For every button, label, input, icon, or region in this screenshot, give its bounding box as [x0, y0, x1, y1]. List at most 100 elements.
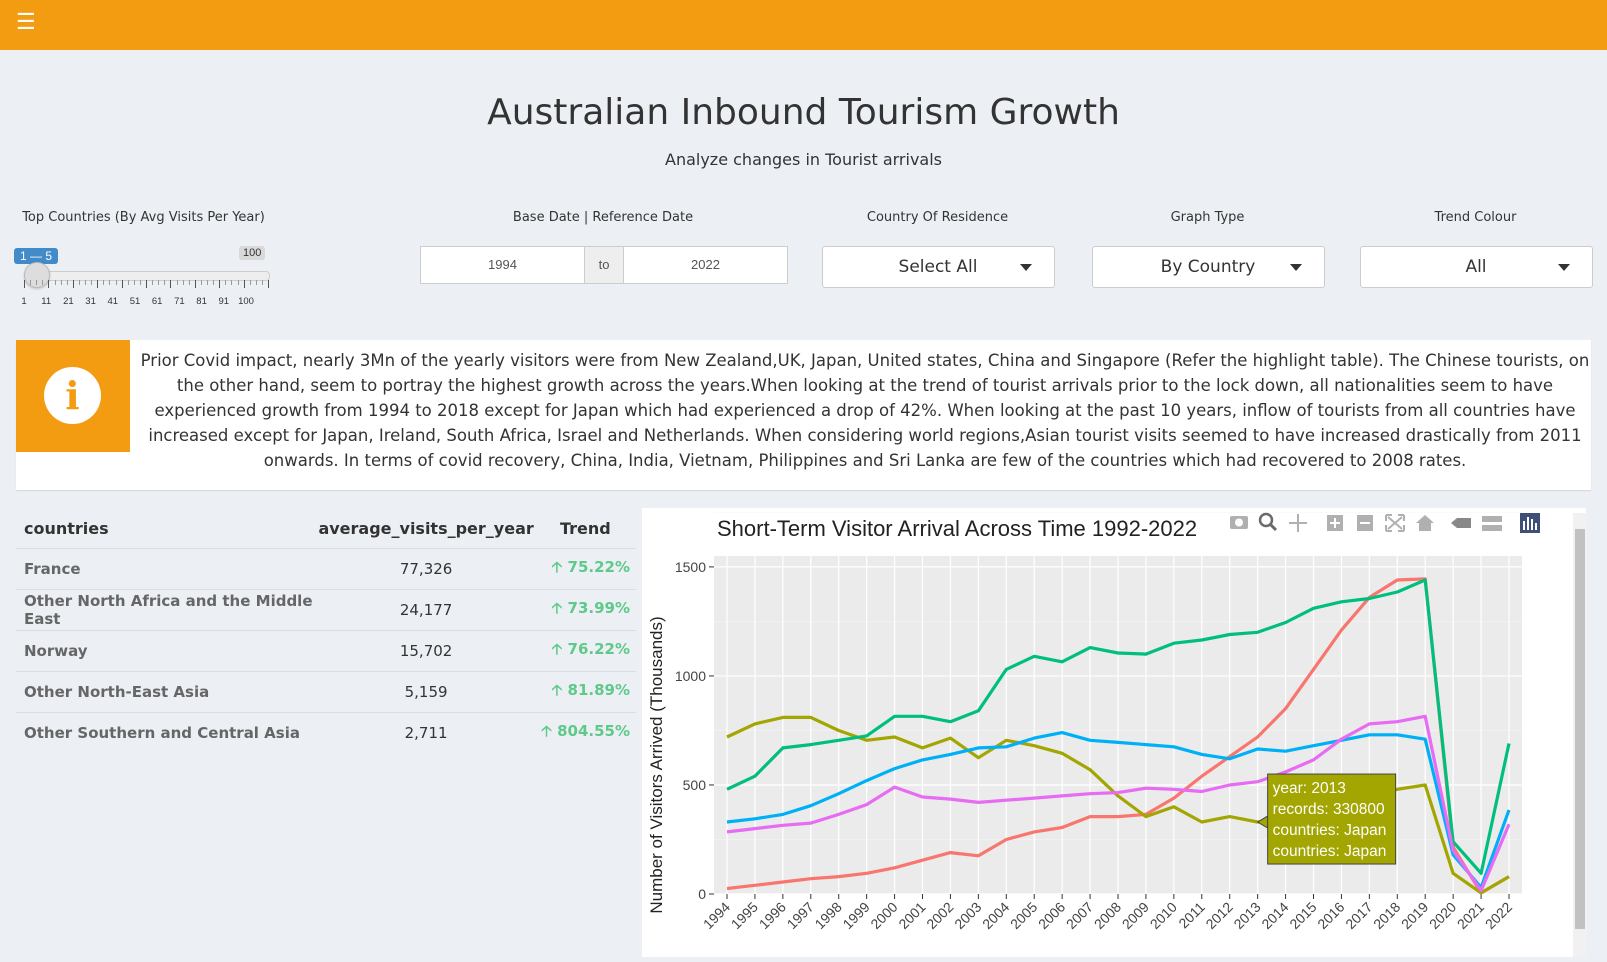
zoom-out-icon[interactable]	[1357, 515, 1373, 531]
x-tick-label: 2003	[951, 899, 984, 932]
page-title: Australian Inbound Tourism Growth	[487, 92, 1120, 133]
graph-type-label: Graph Type	[1170, 210, 1245, 225]
table-row: France 77,326 🡡 75.22%	[16, 548, 636, 590]
y-tick-label: 500	[683, 777, 707, 793]
date-range-separator: to	[584, 247, 624, 283]
slider-tick	[243, 280, 245, 288]
autoscale-icon[interactable]	[1385, 514, 1405, 532]
cell-country: Other Southern and Central Asia	[16, 712, 318, 753]
highlight-table: countries average_visits_per_year Trend …	[16, 508, 636, 753]
start-date-input[interactable]: 1994	[488, 257, 517, 272]
x-tick-label: 1995	[728, 899, 761, 932]
slider-tick	[54, 280, 56, 285]
reset-axes-icon[interactable]	[1416, 515, 1434, 531]
slider-tick	[176, 280, 178, 285]
series-line	[726, 577, 1510, 895]
slider-tick	[146, 280, 147, 288]
slider-ticks	[24, 280, 269, 292]
x-tick-label: 2010	[1147, 899, 1180, 932]
slider-tick	[78, 280, 80, 285]
hamburger-icon[interactable]: ☰	[16, 9, 36, 34]
slider-tick	[231, 280, 233, 285]
cell-country: France	[16, 548, 318, 590]
x-tick-label: 2004	[979, 899, 1012, 932]
info-icon: i	[44, 367, 101, 424]
chevron-down-icon	[1558, 264, 1570, 271]
cell-trend: 🡡 75.22%	[534, 548, 636, 590]
x-tick-label: 2013	[1230, 899, 1263, 932]
slider-tick	[115, 280, 117, 285]
zoom-in-icon[interactable]	[1327, 515, 1343, 531]
x-tick-label: 2002	[923, 899, 956, 932]
zoom-icon[interactable]	[1258, 512, 1278, 532]
slider-tick	[30, 280, 32, 285]
arrow-up-icon: 🡡	[551, 639, 563, 658]
x-tick-label: 1996	[756, 899, 789, 932]
slider-tick	[24, 280, 25, 288]
slider-tick-label: 51	[129, 296, 141, 307]
slider-tick-label: 61	[151, 296, 163, 307]
slider-tick	[249, 280, 251, 285]
arrow-up-icon: 🡡	[541, 721, 552, 740]
spike-icon[interactable]	[1451, 518, 1471, 528]
cell-avg-visits: 2,711	[317, 712, 535, 753]
slider-tick	[72, 280, 74, 288]
cell-country: Norway	[16, 630, 318, 672]
cell-trend: 🡡 804.55%	[534, 712, 636, 753]
slider-tick	[170, 280, 172, 288]
y-tick-label: 1000	[675, 668, 706, 684]
slider-tick	[268, 280, 269, 288]
slider-tick	[158, 280, 160, 285]
slider-tick-label: 1	[21, 296, 27, 307]
x-tick-label: 2018	[1370, 899, 1403, 932]
x-tick-label: 2006	[1035, 899, 1068, 932]
x-tick-label: 2021	[1454, 899, 1487, 932]
trend-colour-select[interactable]: All	[1360, 246, 1593, 288]
info-box: i Prior Covid impact, nearly 3Mn of the …	[16, 340, 1591, 490]
table-row: Other North Africa and the Middle East 2…	[16, 589, 636, 631]
end-date-input[interactable]: 2022	[691, 257, 720, 272]
slider-tick	[97, 280, 99, 288]
y-axis-title: Number of Visitors Arrived (Thousands)	[647, 616, 666, 913]
chevron-down-icon	[1020, 264, 1032, 271]
slider-tick	[36, 280, 38, 285]
slider-tick-label: 71	[174, 296, 185, 307]
chart-scrollbar[interactable]	[1573, 513, 1587, 957]
scrollbar-thumb[interactable]	[1575, 529, 1585, 929]
cell-trend: 🡡 81.89%	[534, 671, 636, 713]
x-tick-label: 2008	[1091, 899, 1124, 932]
x-tick-label: 2014	[1258, 899, 1291, 932]
pan-icon[interactable]	[1289, 514, 1307, 532]
slider-max-badge: 100	[239, 246, 266, 260]
trend-colour-label: Trend Colour	[1434, 210, 1517, 225]
slider-tick-label: 41	[107, 296, 119, 307]
compare-icon[interactable]	[1482, 516, 1502, 531]
x-tick-label: 2019	[1398, 899, 1431, 932]
chart-panel: 0 500 1000 1500 1994 1995 1996 1997 1998 1999 2000…	[642, 508, 1586, 957]
graph-type-select[interactable]: By Country	[1092, 246, 1325, 288]
slider-tick	[109, 280, 111, 285]
top-countries-slider[interactable]: 1 — 5 100 1 11 21 31 41 51 61 71 81 91 100	[14, 238, 271, 308]
camera-icon[interactable]	[1230, 516, 1248, 529]
slider-tick	[103, 280, 105, 285]
cell-trend: 🡡 73.99%	[534, 589, 636, 631]
slider-tick	[213, 280, 215, 285]
cell-trend: 🡡 76.22%	[534, 630, 636, 672]
arrow-up-icon: 🡡	[551, 680, 563, 699]
arrow-up-icon: 🡡	[551, 557, 563, 576]
slider-tick	[207, 280, 208, 285]
graph-type-select-value: By Country	[1160, 257, 1256, 277]
col-header-countries: countries	[16, 508, 318, 549]
date-range-input: 1994 to 2022	[420, 246, 788, 284]
top-navbar: ☰	[0, 0, 1607, 50]
y-tick-label: 1500	[675, 559, 706, 575]
slider-tick-label: 81	[196, 296, 207, 307]
country-select[interactable]: Select All	[822, 246, 1055, 288]
slider-tick	[127, 280, 129, 285]
plotly-logo-icon[interactable]	[1520, 513, 1540, 533]
x-tick-label: 2007	[1063, 899, 1096, 932]
line-chart[interactable]: 0 500 1000 1500 1994199519961997199819992000…	[642, 508, 1572, 957]
x-tick-label: 2000	[867, 899, 900, 932]
slider-tick-label: 100	[238, 296, 254, 307]
cell-country: Other North-East Asia	[16, 671, 318, 713]
